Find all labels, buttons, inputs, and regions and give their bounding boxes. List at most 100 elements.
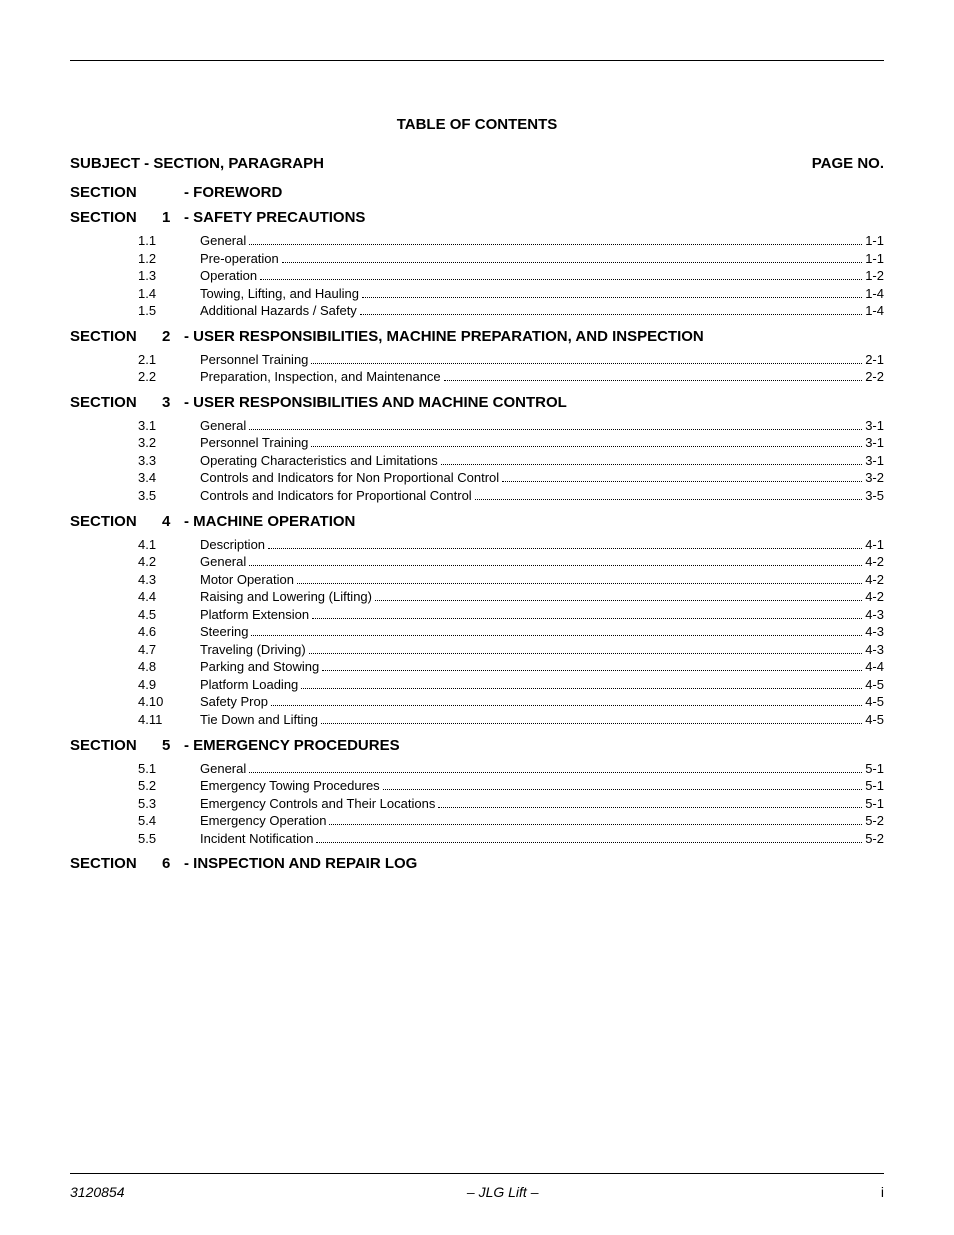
entry-leader-dots (322, 670, 862, 671)
section-title: - INSPECTION AND REPAIR LOG (184, 855, 884, 872)
entry-number: 4.5 (138, 606, 200, 624)
entry-leader-dots (249, 772, 862, 773)
entry-number: 1.1 (138, 232, 200, 250)
entry-page: 4-2 (865, 571, 884, 589)
section-title: - USER RESPONSIBILITIES, MACHINE PREPARA… (184, 328, 884, 345)
entry-number: 5.2 (138, 777, 200, 795)
entry-page: 3-2 (865, 469, 884, 487)
entry-label: Emergency Controls and Their Locations (200, 795, 435, 813)
entry-page: 4-5 (865, 711, 884, 729)
entry-number: 3.2 (138, 434, 200, 452)
toc-entry: 3.4Controls and Indicators for Non Propo… (138, 469, 884, 487)
entry-label: General (200, 553, 246, 571)
entry-number: 5.4 (138, 812, 200, 830)
section-heading: SECTION4- MACHINE OPERATION (70, 513, 884, 530)
page: TABLE OF CONTENTS SUBJECT - SECTION, PAR… (0, 0, 954, 1235)
toc-header-row: SUBJECT - SECTION, PARAGRAPH PAGE NO. (70, 155, 884, 172)
toc-entry: 4.1Description 4-1 (138, 536, 884, 554)
toc-entry: 5.5Incident Notification 5-2 (138, 830, 884, 848)
entry-leader-dots (251, 635, 862, 636)
toc-entry: 2.2Preparation, Inspection, and Maintena… (138, 368, 884, 386)
section-number: 6 (162, 855, 184, 872)
entry-page: 1-4 (865, 302, 884, 320)
entry-page: 4-2 (865, 553, 884, 571)
toc-entry: 4.3Motor Operation4-2 (138, 571, 884, 589)
entry-page: 2-2 (865, 368, 884, 386)
entry-page: 4-5 (865, 676, 884, 694)
entry-number: 1.2 (138, 250, 200, 268)
entry-number: 4.1 (138, 536, 200, 554)
entry-label: Incident Notification (200, 830, 313, 848)
entry-label: Operation (200, 267, 257, 285)
toc-entry: 3.1General3-1 (138, 417, 884, 435)
entry-leader-dots (282, 262, 862, 263)
footer-row: 3120854 – JLG Lift – i (70, 1184, 884, 1200)
entry-number: 4.8 (138, 658, 200, 676)
section-title: - FOREWORD (184, 184, 884, 201)
section-title: - EMERGENCY PROCEDURES (184, 737, 884, 754)
entry-label: Emergency Towing Procedures (200, 777, 380, 795)
entry-leader-dots (360, 314, 862, 315)
section-heading: SECTION1- SAFETY PRECAUTIONS (70, 209, 884, 226)
entry-number: 4.3 (138, 571, 200, 589)
entry-number: 1.4 (138, 285, 200, 303)
entry-label: Description (200, 536, 265, 554)
toc-entry: 3.2Personnel Training3-1 (138, 434, 884, 452)
toc-entry: 5.1General5-1 (138, 760, 884, 778)
section-label: SECTION (70, 394, 162, 411)
entry-number: 4.6 (138, 623, 200, 641)
entry-page: 2-1 (865, 351, 884, 369)
section-label: SECTION (70, 737, 162, 754)
entry-leader-dots (383, 789, 863, 790)
toc-entry: 5.2Emergency Towing Procedures5-1 (138, 777, 884, 795)
toc-entry: 4.4Raising and Lowering (Lifting)4-2 (138, 588, 884, 606)
entry-page: 5-2 (865, 830, 884, 848)
entry-number: 5.3 (138, 795, 200, 813)
entry-label: Emergency Operation (200, 812, 326, 830)
entry-number: 1.5 (138, 302, 200, 320)
entry-label: Additional Hazards / Safety (200, 302, 357, 320)
entry-label: Raising and Lowering (Lifting) (200, 588, 372, 606)
entry-number: 4.9 (138, 676, 200, 694)
entry-label: Parking and Stowing (200, 658, 319, 676)
entry-label: General (200, 760, 246, 778)
entry-number: 4.4 (138, 588, 200, 606)
section-number: 1 (162, 209, 184, 226)
entry-page: 4-1 (865, 536, 884, 554)
section-title: - SAFETY PRECAUTIONS (184, 209, 884, 226)
entry-label: Operating Characteristics and Limitation… (200, 452, 438, 470)
section-number: 2 (162, 328, 184, 345)
entry-page: 4-3 (865, 641, 884, 659)
entry-label: Platform Extension (200, 606, 309, 624)
entry-number: 4.7 (138, 641, 200, 659)
entry-number: 1.3 (138, 267, 200, 285)
toc-entry: 4.2General4-2 (138, 553, 884, 571)
entry-number: 2.2 (138, 368, 200, 386)
entry-label: Controls and Indicators for Proportional… (200, 487, 472, 505)
section-label: SECTION (70, 184, 162, 201)
section-label: SECTION (70, 513, 162, 530)
entry-page: 1-2 (865, 267, 884, 285)
entry-leader-dots (475, 499, 863, 500)
entry-page: 5-2 (865, 812, 884, 830)
footer-left: 3120854 (70, 1184, 125, 1200)
entry-page: 1-1 (865, 250, 884, 268)
header-left: SUBJECT - SECTION, PARAGRAPH (70, 155, 324, 172)
footer-right: i (881, 1184, 884, 1200)
toc-entry: 5.3Emergency Controls and Their Location… (138, 795, 884, 813)
entry-leader-dots (249, 429, 862, 430)
entry-number: 2.1 (138, 351, 200, 369)
entry-label: Towing, Lifting, and Hauling (200, 285, 359, 303)
toc-entry: 2.1Personnel Training2-1 (138, 351, 884, 369)
entry-number: 5.1 (138, 760, 200, 778)
entry-label: Safety Prop (200, 693, 268, 711)
toc-entry: 4.7Traveling (Driving)4-3 (138, 641, 884, 659)
section-title: - USER RESPONSIBILITIES AND MACHINE CONT… (184, 394, 884, 411)
footer-rule (70, 1173, 884, 1174)
toc-sections: SECTION- FOREWORDSECTION1- SAFETY PRECAU… (70, 184, 884, 872)
entry-number: 5.5 (138, 830, 200, 848)
entry-leader-dots (312, 618, 862, 619)
entry-page: 4-3 (865, 623, 884, 641)
toc-entry: 4.9Platform Loading4-5 (138, 676, 884, 694)
toc-entry: 1.4Towing, Lifting, and Hauling1-4 (138, 285, 884, 303)
